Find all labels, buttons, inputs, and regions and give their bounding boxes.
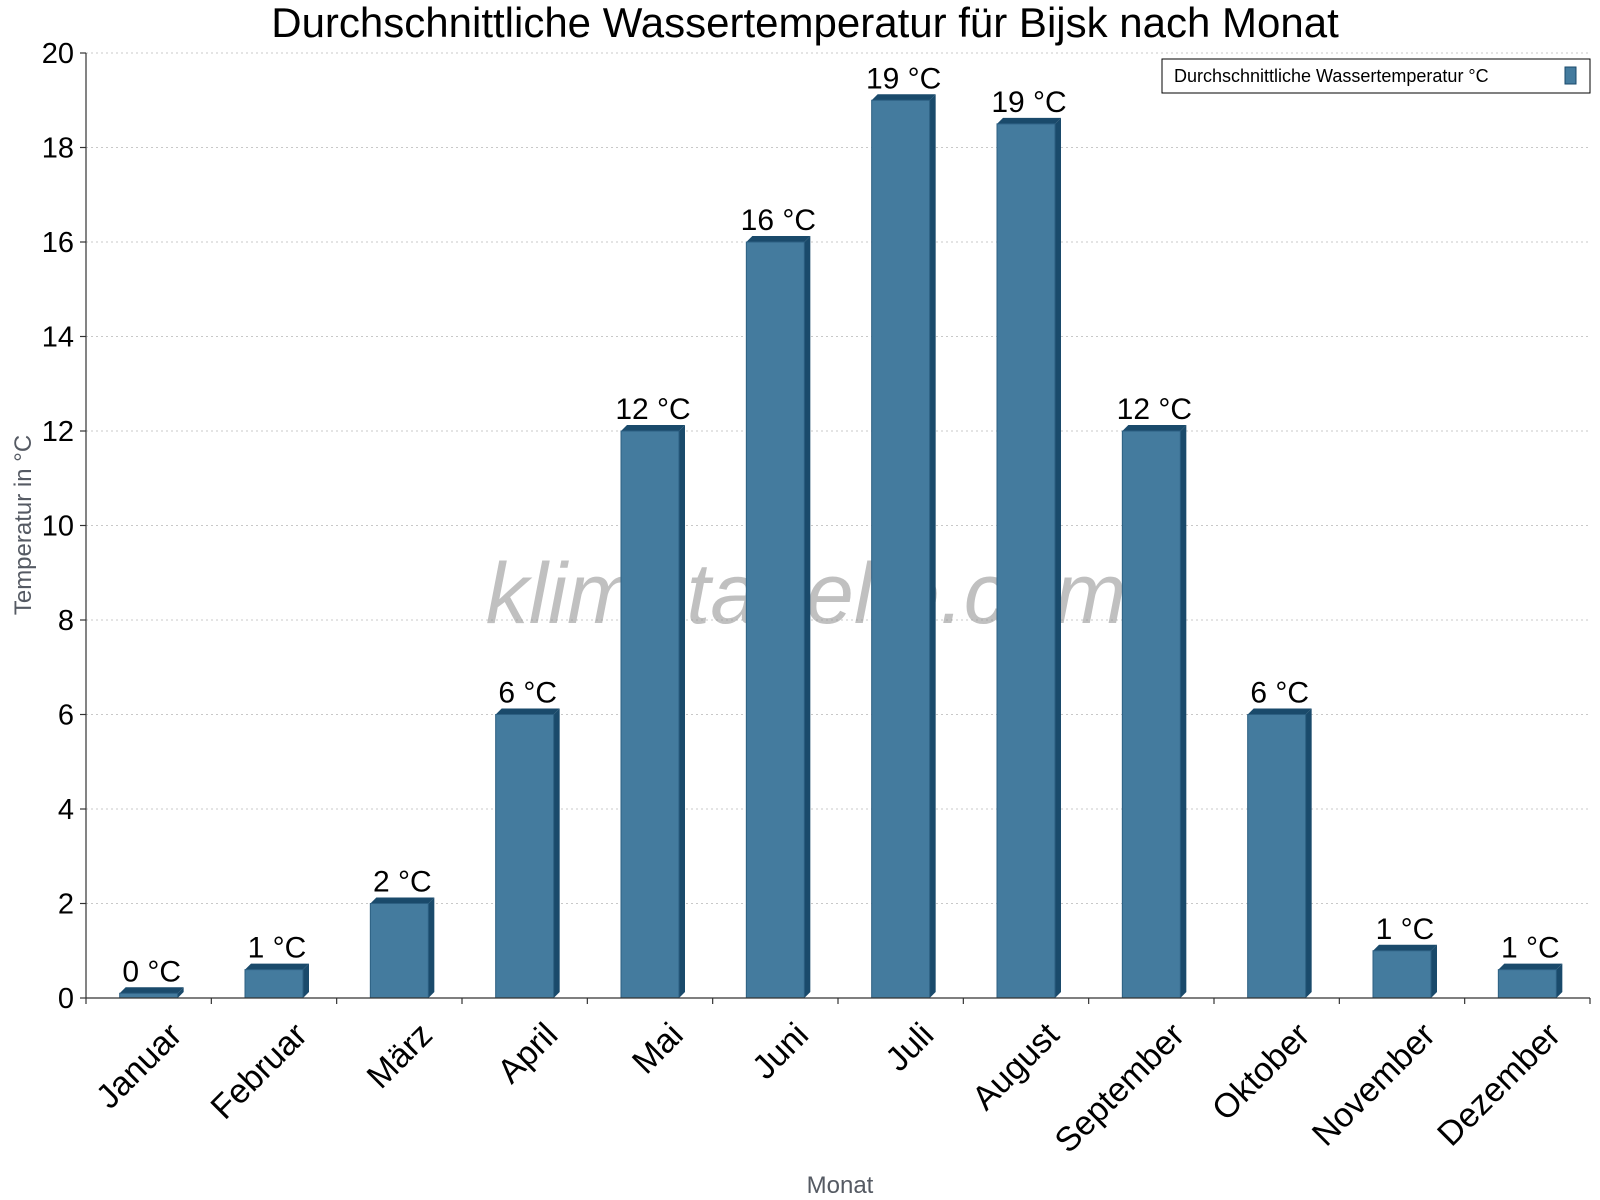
bar-side [428, 897, 435, 998]
bar-top [746, 236, 811, 242]
bar-top [1247, 708, 1312, 715]
bar-side [553, 708, 560, 998]
bar-top [997, 117, 1061, 124]
bar-face [996, 123, 1056, 999]
bar [1372, 944, 1437, 999]
bar-face [620, 430, 680, 999]
data-label: 16 °C [741, 204, 816, 237]
bar [244, 963, 309, 999]
x-tick-label: Juni [745, 1016, 816, 1087]
legend-label: Durchschnittliche Wassertemperatur °C [1174, 66, 1489, 86]
legend: Durchschnittliche Wassertemperatur °C [1161, 58, 1591, 94]
chart-title: Durchschnittliche Wassertemperatur für B… [271, 0, 1339, 46]
data-label: 1 °C [248, 932, 307, 965]
bar-face [495, 714, 555, 999]
x-tick-label: Oktober [1205, 1016, 1317, 1128]
x-tick-label: Februar [204, 1016, 315, 1127]
bar-face [745, 241, 805, 999]
y-tick-label: 4 [58, 794, 74, 826]
data-label: 12 °C [615, 393, 690, 426]
y-tick-label: 16 [42, 227, 74, 259]
y-tick-label: 6 [58, 700, 74, 732]
bar-side [303, 963, 309, 998]
bar-top [1498, 963, 1563, 970]
bar-face [244, 969, 304, 999]
bar [1121, 425, 1187, 999]
bar-side [1556, 963, 1563, 998]
bar-side [1055, 117, 1061, 998]
bar-side [804, 236, 811, 998]
bar [745, 236, 811, 999]
bar-top [370, 897, 435, 904]
axes [80, 52, 1591, 1004]
bar-side [1431, 944, 1437, 998]
y-tick-label: 12 [42, 416, 74, 448]
x-tick-label: August [965, 1015, 1067, 1117]
data-label: 19 °C [866, 62, 941, 95]
bar [996, 117, 1061, 999]
data-label: 2 °C [373, 866, 432, 899]
bar-face [369, 903, 429, 999]
data-label: 1 °C [1376, 913, 1435, 946]
x-tick-label: April [490, 1016, 565, 1091]
bar-side [1180, 425, 1187, 998]
y-tick-label: 18 [42, 133, 74, 165]
y-tick-label: 10 [42, 511, 74, 543]
bar [1247, 708, 1312, 999]
y-tick-labels: 0 2 4 6 8 10 12 14 16 18 20 [42, 38, 74, 1015]
bar [369, 897, 435, 999]
bar-side [1305, 708, 1312, 998]
x-tick-label: Dezember [1430, 1016, 1568, 1154]
x-tick-label: November [1305, 1016, 1443, 1154]
legend-box [1161, 58, 1591, 94]
legend-swatch [1564, 66, 1577, 85]
data-label: 1 °C [1501, 932, 1560, 965]
data-label: 19 °C [991, 86, 1066, 119]
bar-top [1122, 425, 1187, 431]
bar-top [621, 425, 685, 431]
x-tick-label: Januar [89, 1016, 189, 1116]
data-label: 0 °C [122, 955, 181, 988]
x-tick-label: März [360, 1016, 440, 1096]
bar-top [119, 987, 184, 994]
bar-face [1497, 969, 1557, 999]
bar-top [1373, 944, 1437, 951]
x-tick-label: September [1047, 1016, 1191, 1160]
x-axis-title: Monat [807, 1172, 874, 1199]
bar-face [1372, 950, 1432, 999]
y-tick-label: 2 [58, 889, 74, 921]
y-tick-label: 14 [42, 322, 74, 354]
bar-side [177, 987, 184, 998]
bars [119, 94, 1563, 999]
bar [620, 425, 685, 999]
bar-top [245, 963, 309, 970]
bar-face [871, 99, 931, 999]
bar-face [1121, 430, 1181, 999]
y-tick-label: 8 [58, 605, 74, 637]
y-tick-label: 0 [58, 983, 74, 1015]
x-tick-label: Juli [878, 1016, 941, 1079]
y-tick-label: 20 [42, 38, 74, 70]
data-labels: 0 °C 1 °C 2 °C 6 °C 12 °C 16 °C 19 °C 19 °C 12 °… [122, 62, 1559, 988]
bar [495, 708, 560, 999]
x-tick-labels: Januar Februar März April Mai Juni Juli AugustS… [89, 1015, 1568, 1160]
bar-side [679, 425, 685, 998]
y-axis-title: Temperatur in °C [10, 435, 37, 615]
bar-side [929, 94, 936, 998]
x-tick-label: Mai [625, 1016, 691, 1082]
data-label: 6 °C [498, 677, 557, 710]
bar-top [495, 708, 560, 715]
bar-top [871, 94, 936, 101]
bar [119, 987, 184, 999]
bar-face [119, 992, 179, 999]
bar [1497, 963, 1563, 999]
bar [871, 94, 936, 999]
data-label: 12 °C [1117, 393, 1192, 426]
data-label: 6 °C [1250, 677, 1309, 710]
grid-lines [86, 52, 1590, 904]
bar-face [1247, 714, 1307, 999]
